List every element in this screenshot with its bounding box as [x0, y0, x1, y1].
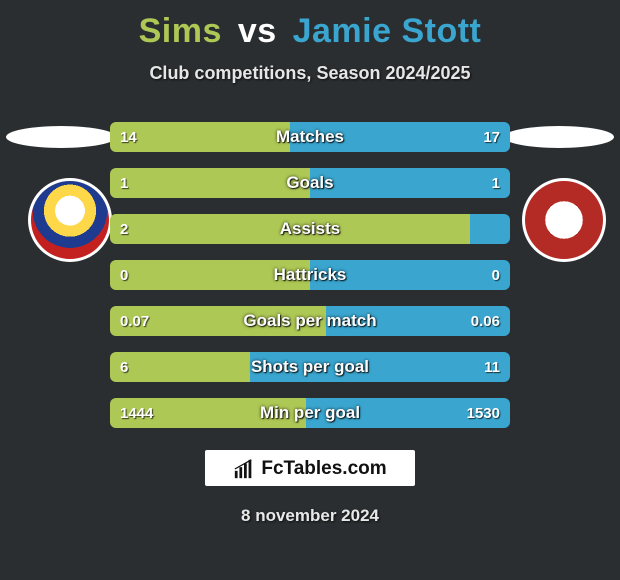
stat-value-right: 11 — [474, 352, 510, 382]
comparison-title: Sims vs Jamie Stott — [139, 12, 482, 51]
stat-value-left: 1 — [110, 168, 138, 198]
player2-club-crest — [522, 178, 606, 262]
player1-club-crest — [28, 178, 112, 262]
player2-photo-placeholder — [504, 126, 614, 148]
chart-icon — [233, 458, 255, 480]
stat-value-left: 0 — [110, 260, 138, 290]
stat-value-right: 1 — [482, 168, 510, 198]
stat-bar-right — [310, 260, 510, 290]
stat-row: 00Hattricks — [110, 260, 510, 290]
stat-bar-right — [250, 352, 510, 382]
stat-bar-left — [110, 214, 470, 244]
stats-bars: 1417Matches11Goals2Assists00Hattricks0.0… — [110, 122, 510, 428]
stat-row: 1417Matches — [110, 122, 510, 152]
player2-name: Jamie Stott — [293, 12, 482, 50]
stat-value-left: 6 — [110, 352, 138, 382]
stat-bar-left — [110, 168, 310, 198]
stat-value-right: 0.06 — [461, 306, 510, 336]
subtitle: Club competitions, Season 2024/2025 — [149, 63, 470, 84]
site-logo: FcTables.com — [205, 450, 414, 486]
logo-text: FcTables.com — [261, 458, 386, 480]
stat-value-right: 17 — [473, 122, 510, 152]
player1-photo-placeholder — [6, 126, 116, 148]
stat-value-left: 14 — [110, 122, 147, 152]
stat-row: 11Goals — [110, 168, 510, 198]
stat-value-left: 1444 — [110, 398, 163, 428]
vs-text: vs — [238, 12, 277, 50]
player1-name: Sims — [139, 12, 222, 50]
stat-value-right — [490, 214, 510, 244]
date-text: 8 november 2024 — [241, 506, 379, 526]
stat-value-right: 1530 — [457, 398, 510, 428]
stat-row: 0.070.06Goals per match — [110, 306, 510, 336]
stat-bar-left — [110, 260, 310, 290]
stat-value-left: 2 — [110, 214, 138, 244]
stat-value-right: 0 — [482, 260, 510, 290]
stat-row: 14441530Min per goal — [110, 398, 510, 428]
stat-row: 2Assists — [110, 214, 510, 244]
stat-value-left: 0.07 — [110, 306, 159, 336]
stat-row: 611Shots per goal — [110, 352, 510, 382]
stat-bar-right — [310, 168, 510, 198]
